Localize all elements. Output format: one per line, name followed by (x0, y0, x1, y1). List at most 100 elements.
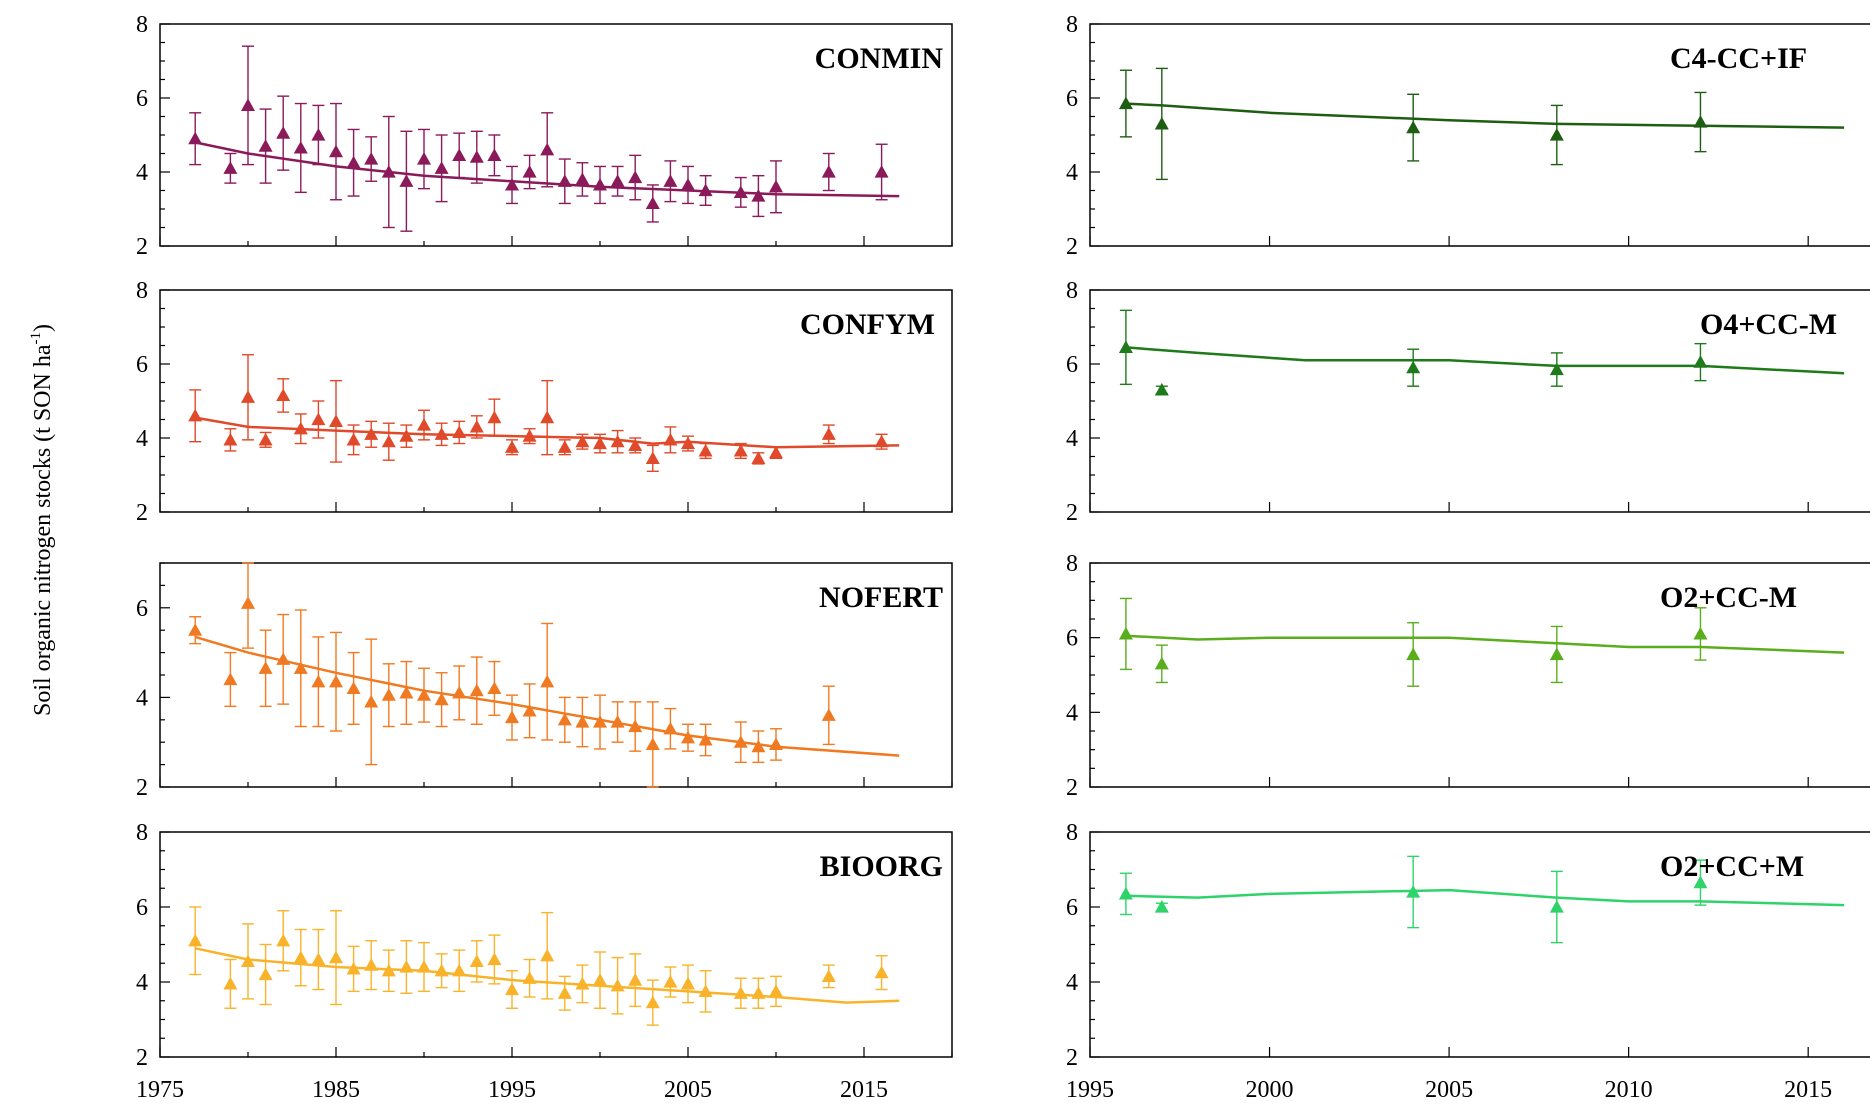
panel-4-data-point (575, 976, 590, 990)
panel-1-y-tick-label: 8 (136, 12, 148, 38)
panel-7-title: O2+CC-M (1660, 581, 1797, 614)
panel-3-data-point (223, 672, 238, 686)
panel-4-data-point (346, 961, 361, 975)
panel-4-data-point (821, 969, 836, 982)
panel-2-data-point (346, 432, 361, 446)
panel-6-data-point (1118, 340, 1133, 353)
x-tick-label-right: 2005 (1425, 1077, 1473, 1101)
panel-3-data-point (258, 661, 273, 674)
panel-4-data-point (505, 982, 519, 996)
panel-4-data-point (381, 963, 396, 977)
panel-3-data-point (698, 732, 713, 746)
panel-4-data-point (663, 975, 678, 988)
panel-8-model-line (1125, 888, 1845, 907)
panel-5-data-point (1549, 128, 1564, 141)
panel-2-data-point (557, 440, 572, 453)
panel-4-data-point (452, 963, 467, 977)
panel-3-data-point (628, 719, 643, 733)
panel-3-y-tick-label: 4 (136, 685, 148, 711)
panel-1-y-tick-label: 4 (136, 160, 148, 186)
panel-2-data-point (258, 432, 273, 446)
panel-4-y-tick-label: 2 (136, 1045, 148, 1071)
panel-8-y-tick-label: 8 (1066, 820, 1078, 846)
panel-1-data-point (417, 152, 431, 165)
panel-2-data-point (733, 443, 748, 457)
panel-1-data-point (188, 131, 203, 145)
panel-3-data-point (610, 715, 625, 728)
panel-4-y-tick-label: 8 (136, 820, 148, 846)
panel-1-y-tick-label: 2 (136, 234, 148, 260)
panel-4-data-point (874, 965, 889, 979)
panel-1-data-point (681, 177, 695, 191)
panel-4-y-tick-label: 4 (136, 970, 148, 996)
panel-3-data-point (417, 688, 431, 701)
panel-6-data-point (1406, 360, 1421, 374)
panel-4-data-point (329, 950, 343, 964)
panel-2-data-point (293, 421, 308, 435)
panel-4-data-point (522, 971, 537, 984)
panel-4-data-point (417, 960, 431, 973)
panel-2-data-point (188, 408, 203, 422)
panel-7-data-point (1693, 626, 1708, 640)
panel-2-data-point (417, 418, 431, 431)
panel-3-data-point (522, 703, 537, 717)
panel-3-data-point (399, 685, 414, 699)
panel-1-data-point (241, 98, 255, 111)
panel-1-data-point (434, 161, 449, 174)
panel-5-data-point (1154, 116, 1169, 130)
panel-8-data-point (1154, 900, 1169, 913)
panel-3-data-point (329, 674, 343, 688)
x-tick-label-right: 2015 (1784, 1077, 1832, 1101)
panel-5-y-tick-label: 4 (1066, 160, 1078, 186)
panel-3-data-point (452, 685, 467, 699)
panel-1-data-point (311, 128, 326, 141)
panel-3-data-point (575, 715, 590, 728)
panel-6-title: O4+CC-M (1700, 308, 1837, 341)
panel-4-data-point (628, 973, 643, 986)
x-tick-label-left: 2015 (840, 1077, 888, 1101)
panel-7-y-tick-label: 2 (1066, 775, 1078, 801)
panel-1-data-point (293, 140, 308, 154)
panel-6-model-line (1125, 346, 1845, 375)
panel-1-data-point (276, 126, 291, 139)
panel-2-data-point (751, 451, 766, 464)
panel-1-data-point (575, 172, 590, 185)
panel-4-data-point (399, 960, 414, 973)
panel-4-data-point (311, 952, 326, 966)
panel-2-data-point (540, 410, 555, 424)
panel-4-data-point (751, 986, 766, 999)
panel-4-data-point (681, 976, 695, 990)
panel-1-data-point (645, 196, 660, 210)
panel-1-data-point (469, 150, 484, 163)
panel-4-data-point (698, 984, 713, 997)
panel-6-y-tick-label: 8 (1066, 278, 1078, 304)
panel-1-data-point (487, 148, 502, 161)
panel-2-data-point (469, 419, 484, 433)
panel-8-title: O2+CC+M (1660, 850, 1804, 883)
x-tick-label-right: 2010 (1605, 1077, 1653, 1101)
panel-7-model-line (1125, 634, 1845, 654)
panel-4-data-point (188, 933, 203, 947)
x-tick-label-left: 1985 (312, 1077, 360, 1101)
panel-2-data-point (610, 434, 625, 448)
panel-8-data-point (1406, 885, 1421, 898)
panel-3-data-point (276, 652, 291, 665)
panel-7-y-tick-label: 4 (1066, 700, 1078, 726)
panel-1-y-tick-label: 6 (136, 86, 148, 112)
panel-2-data-point (645, 451, 660, 464)
panel-2-data-point (505, 440, 519, 453)
panel-2-data-point (628, 438, 643, 451)
x-tick-label-right: 1995 (1066, 1077, 1114, 1101)
panel-3-data-point (663, 721, 678, 735)
panel-2-data-point (452, 425, 467, 439)
panel-3-y-tick-label: 6 (136, 596, 148, 622)
panel-5-y-tick-label: 2 (1066, 234, 1078, 260)
panel-1-data-point (223, 161, 238, 174)
panel-3-data-point (293, 661, 308, 674)
panel-3-y-tick-label: 2 (136, 775, 148, 801)
panel-2-data-point (698, 443, 713, 457)
panel-4-data-point (645, 995, 660, 1009)
panel-2-y-tick-label: 8 (136, 278, 148, 304)
